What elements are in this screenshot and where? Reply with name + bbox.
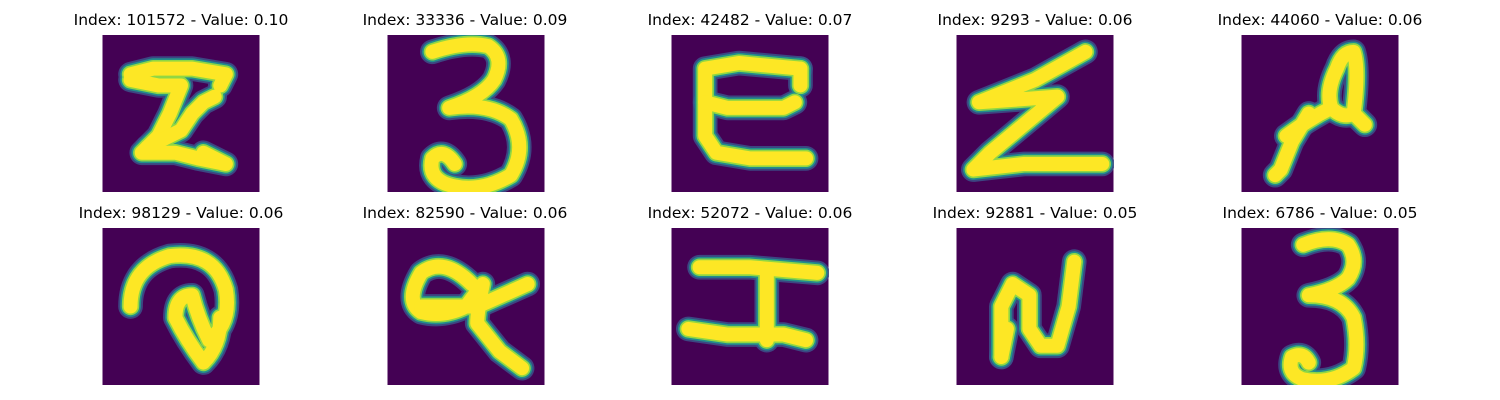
sample-cell: Index: 9293 - Value: 0.06 [885,0,1185,192]
sample-cell: Index: 42482 - Value: 0.07 [600,0,900,192]
sample-cell: Index: 92881 - Value: 0.05 [885,193,1185,385]
glyph-a-like [1241,35,1399,192]
sample-cell: Index: 98129 - Value: 0.06 [31,193,331,385]
sample-image [1241,228,1399,385]
sample-image [956,228,1114,385]
sample-caption: Index: 92881 - Value: 0.05 [932,204,1138,222]
glyph-e-like [671,35,829,192]
sample-image [1241,35,1399,192]
sample-caption: Index: 44060 - Value: 0.06 [1217,11,1423,29]
sample-image [956,35,1114,192]
sample-image [671,228,829,385]
sample-cell: Index: 52072 - Value: 0.06 [600,193,900,385]
glyph-three [387,35,545,192]
sample-cell: Index: 44060 - Value: 0.06 [1170,0,1470,192]
sample-cell: Index: 33336 - Value: 0.09 [315,0,615,192]
glyph-i-bar [671,228,829,385]
glyph-q-like [387,228,545,385]
sample-image [387,228,545,385]
sample-image [671,35,829,192]
sample-caption: Index: 6786 - Value: 0.05 [1222,204,1418,222]
sample-caption: Index: 33336 - Value: 0.09 [362,11,568,29]
sample-caption: Index: 101572 - Value: 0.10 [73,11,289,29]
sample-caption: Index: 42482 - Value: 0.07 [647,11,853,29]
sample-cell: Index: 6786 - Value: 0.05 [1170,193,1470,385]
sample-caption: Index: 9293 - Value: 0.06 [937,11,1133,29]
sample-caption: Index: 52072 - Value: 0.06 [647,204,853,222]
sample-caption: Index: 82590 - Value: 0.06 [362,204,568,222]
glyph-z [956,35,1114,192]
sample-cell: Index: 101572 - Value: 0.10 [31,0,331,192]
sample-cell: Index: 82590 - Value: 0.06 [315,193,615,385]
sample-caption: Index: 98129 - Value: 0.06 [78,204,284,222]
sample-image [102,35,260,192]
glyph-curl [102,228,260,385]
sample-image [387,35,545,192]
glyph-three-tall [1241,228,1399,385]
glyph-n [956,228,1114,385]
glyph-i-like [102,35,260,192]
sample-image [102,228,260,385]
